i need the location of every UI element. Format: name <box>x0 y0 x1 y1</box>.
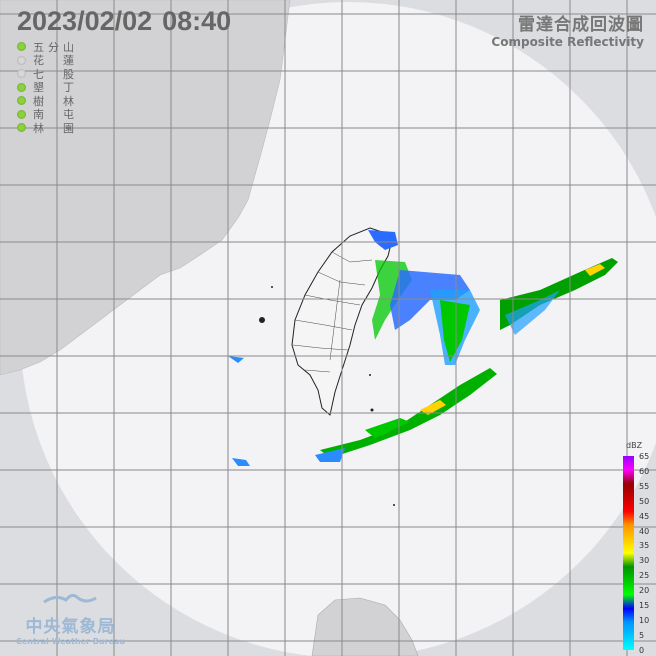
station-name-char: 樹 <box>33 94 44 108</box>
station-status-dot <box>17 109 26 119</box>
time-label: 08:40 <box>162 6 232 36</box>
county-borders <box>292 251 373 373</box>
station-status-dot <box>17 82 26 92</box>
cwb-logo: 中央氣象局 Central Weather Bureau <box>16 590 125 646</box>
legend-tick-label: 25 <box>639 571 650 581</box>
legend-tick-label: 15 <box>639 601 650 610</box>
radar-echoes <box>228 230 618 466</box>
station-status-dot <box>17 96 26 106</box>
cwb-cloud-icon <box>43 593 98 604</box>
station-name-char: 屯 <box>63 108 74 122</box>
legend-tick-label: 5 <box>639 630 645 640</box>
station-status-dot <box>17 55 26 65</box>
station-status-dot <box>17 42 26 52</box>
legend-tick-label: 20 <box>639 586 650 596</box>
timestamp: 2023/02/02 08:40 <box>17 6 231 37</box>
radar-station-online: 樹林 <box>17 94 78 108</box>
legend-color-bar <box>623 456 634 650</box>
radar-station-online: 墾丁 <box>17 81 78 95</box>
radar-station-online: 南屯 <box>17 108 78 122</box>
station-status-dot <box>17 123 26 133</box>
legend-tick-label: 65 <box>639 452 650 461</box>
date-label: 2023/02/02 <box>17 6 153 36</box>
legend-tick-label: 40 <box>639 526 650 536</box>
station-name-char: 花 <box>33 54 44 68</box>
station-name-char: 丁 <box>63 81 74 95</box>
station-name-char: 分 <box>48 40 59 54</box>
station-name-char: 園 <box>63 121 74 135</box>
station-name-char: 股 <box>63 67 74 81</box>
station-name-char: 墾 <box>33 81 44 95</box>
station-name-char: 七 <box>33 67 44 81</box>
product-title-en: Composite Reflectivity <box>491 35 644 49</box>
product-title: 雷達合成回波圖 Composite Reflectivity <box>491 10 644 49</box>
radar-station-online: 林園 <box>17 121 78 135</box>
legend-unit: dBZ <box>626 441 643 450</box>
logo-text-en: Central Weather Bureau <box>16 637 125 646</box>
radar-station-list: 五分山花蓮七股墾丁樹林南屯林園 <box>17 40 78 135</box>
legend-tick-label: 0 <box>639 645 645 655</box>
legend-tick-label: 55 <box>639 481 650 491</box>
radar-station-offline: 七股 <box>17 67 78 81</box>
station-name-char: 林 <box>33 121 44 135</box>
station-status-dot <box>17 69 26 79</box>
legend-tick-label: 30 <box>639 556 650 566</box>
legend-tick-label: 35 <box>639 541 650 551</box>
station-name-char: 林 <box>63 94 74 108</box>
islands <box>259 286 395 506</box>
station-name-char: 山 <box>63 40 74 54</box>
legend-tick-label: 45 <box>639 511 650 521</box>
legend-tick-label: 10 <box>639 615 650 625</box>
legend-tick-label: 50 <box>639 496 650 506</box>
product-title-zh: 雷達合成回波圖 <box>518 15 644 35</box>
logo-text-zh: 中央氣象局 <box>25 617 116 637</box>
station-name-char: 五 <box>33 40 44 54</box>
station-name-char: 蓮 <box>63 54 74 68</box>
station-name-char: 南 <box>33 108 44 122</box>
legend-tick-label: 60 <box>639 466 650 476</box>
radar-station-online: 五分山 <box>17 40 78 54</box>
radar-station-offline: 花蓮 <box>17 54 78 68</box>
